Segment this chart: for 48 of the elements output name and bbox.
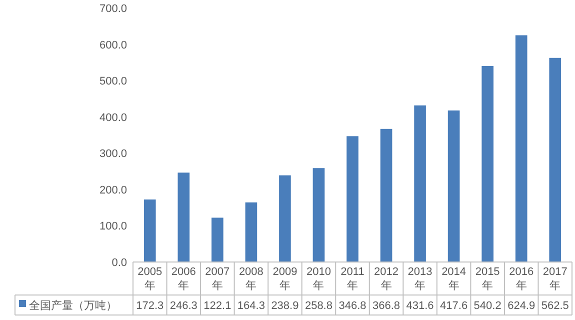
data-label: 258.8 xyxy=(304,300,332,312)
data-label: 431.6 xyxy=(406,300,434,312)
bar xyxy=(178,172,190,262)
x-tick-label: 2007年 xyxy=(205,266,230,292)
x-tick-label: 2006年 xyxy=(171,266,196,292)
legend-label: 全国产量（万吨） xyxy=(29,299,117,312)
data-label: 562.5 xyxy=(541,300,569,312)
bar xyxy=(346,136,358,262)
y-tick-label: 200.0 xyxy=(99,184,127,196)
y-tick-label: 100.0 xyxy=(99,220,127,233)
x-tick-label: 2009年 xyxy=(272,266,298,292)
x-tick-label: 2011年 xyxy=(340,266,364,292)
y-tick-label: 700.0 xyxy=(99,3,127,15)
bar xyxy=(245,202,258,262)
bar xyxy=(549,58,562,262)
data-label: 246.3 xyxy=(170,300,198,312)
bar xyxy=(482,66,494,262)
data-label: 624.9 xyxy=(508,300,536,312)
bar xyxy=(312,168,325,262)
data-label: 164.3 xyxy=(237,300,265,312)
x-tick-label: 2017年 xyxy=(542,266,568,292)
data-label: 172.3 xyxy=(136,300,164,312)
bar xyxy=(144,199,156,262)
x-tick-label: 2013年 xyxy=(408,266,432,292)
y-tick-label: 400.0 xyxy=(99,112,127,124)
bar xyxy=(380,128,392,262)
x-tick-label: 2008年 xyxy=(238,266,264,292)
x-tick-label: 2012年 xyxy=(374,266,399,292)
data-label: 540.2 xyxy=(474,300,502,312)
bar xyxy=(515,35,528,262)
x-tick-label: 2016年 xyxy=(509,266,534,292)
y-tick-label: 500.0 xyxy=(99,76,127,88)
data-label: 366.8 xyxy=(372,300,400,312)
x-tick-label: 2014年 xyxy=(442,266,466,292)
y-tick-label: 600.0 xyxy=(99,39,127,52)
bar xyxy=(448,110,460,262)
y-tick-label: 0.0 xyxy=(112,257,127,269)
data-label: 346.8 xyxy=(338,300,366,312)
x-tick-label: 2015年 xyxy=(475,266,500,292)
data-label: 417.6 xyxy=(440,300,468,312)
data-label: 122.1 xyxy=(204,300,232,312)
x-tick-label: 2005年 xyxy=(138,266,162,292)
x-tick-label: 2010年 xyxy=(306,266,331,292)
bar xyxy=(279,175,291,262)
bar xyxy=(212,218,224,262)
data-label: 238.9 xyxy=(271,300,299,312)
bar xyxy=(414,105,426,262)
y-tick-label: 300.0 xyxy=(99,148,127,160)
